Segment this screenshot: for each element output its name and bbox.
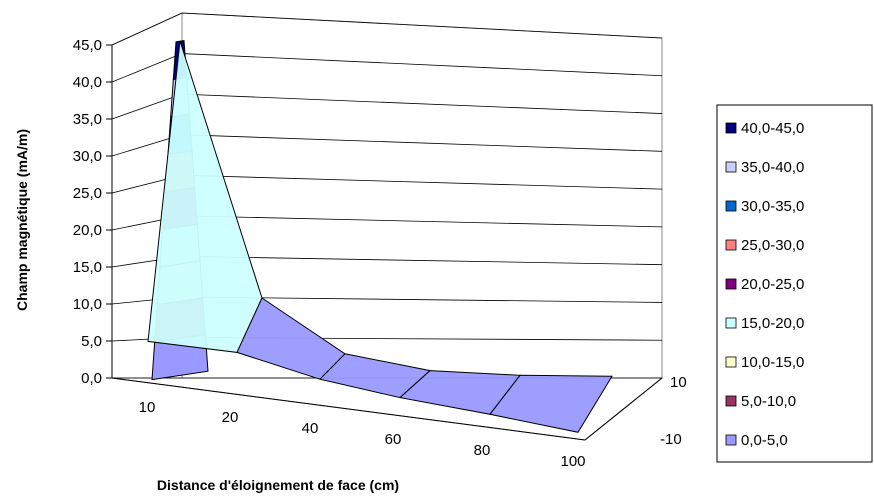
legend-swatch xyxy=(725,356,737,368)
gridline-side xyxy=(111,12,183,46)
depth-axis-ticks: 10 -10 xyxy=(584,374,687,448)
x-tick-label: 60 xyxy=(385,431,402,448)
x-axis-title: Distance d'éloignement de face (cm) xyxy=(157,477,399,493)
gridline-side xyxy=(111,93,183,120)
z-tick-label: 45,0 xyxy=(73,37,102,54)
surface-cell xyxy=(489,374,613,433)
legend-label: 35,0-40,0 xyxy=(741,159,804,176)
legend-label: 40,0-45,0 xyxy=(741,120,804,137)
legend-label: 25,0-30,0 xyxy=(741,237,804,254)
legend-swatch xyxy=(725,278,737,290)
gridline-back xyxy=(181,134,663,152)
legend-swatch xyxy=(725,122,737,134)
gridline-side xyxy=(111,53,183,83)
x-axis-line xyxy=(111,377,586,441)
gridline-back xyxy=(181,53,663,77)
gridline-back xyxy=(181,174,663,190)
depth-tick-label: -10 xyxy=(660,431,682,448)
legend-label: 20,0-25,0 xyxy=(741,276,804,293)
legend-swatch xyxy=(725,395,737,407)
x-tick-label: 10 xyxy=(139,399,156,416)
legend-label: 10,0-15,0 xyxy=(741,354,804,371)
z-tick-label: 5,0 xyxy=(81,333,102,350)
z-axis-ticks: 0,0 5,0 10,0 15,0 20,0 25,0 30,0 35,0 40,0 45,0 xyxy=(73,37,113,387)
legend-swatch xyxy=(725,200,737,212)
z-tick-label: 30,0 xyxy=(73,148,102,165)
legend-swatch xyxy=(725,161,737,173)
legend-swatch xyxy=(725,239,737,251)
legend-label: 0,0-5,0 xyxy=(741,432,788,449)
legend-swatch xyxy=(725,317,737,329)
legend-box xyxy=(716,104,873,463)
y-axis-title: Champ magnétique (mA/m) xyxy=(14,129,30,311)
x-tick-label: 100 xyxy=(560,453,585,470)
legend: 40,0-45,0 35,0-40,0 30,0-35,0 25,0-30,0 20,0… xyxy=(716,104,873,463)
legend-swatch xyxy=(725,434,737,446)
z-tick-label: 10,0 xyxy=(73,296,102,313)
x-tick-label: 40 xyxy=(302,420,319,437)
z-tick-label: 25,0 xyxy=(73,185,102,202)
surface-plot xyxy=(147,40,613,433)
legend-label: 15,0-20,0 xyxy=(741,315,804,332)
x-axis-ticks: 10 20 40 60 80 100 xyxy=(111,377,586,470)
legend-label: 5,0-10,0 xyxy=(741,393,796,410)
legend-label: 30,0-35,0 xyxy=(741,198,804,215)
x-tick-label: 20 xyxy=(222,409,239,426)
z-tick-label: 40,0 xyxy=(73,74,102,91)
z-tick-label: 35,0 xyxy=(73,111,102,128)
gridline-back xyxy=(181,215,663,228)
gridline-back xyxy=(181,93,663,114)
depth-axis-line xyxy=(584,377,663,441)
gridline-back xyxy=(181,12,663,39)
gridline-back xyxy=(181,255,663,266)
x-tick-label: 80 xyxy=(474,442,491,459)
z-tick-label: 15,0 xyxy=(73,259,102,276)
z-tick-label: 0,0 xyxy=(81,370,102,387)
depth-tick-label: 10 xyxy=(670,374,687,391)
z-tick-label: 20,0 xyxy=(73,222,102,239)
